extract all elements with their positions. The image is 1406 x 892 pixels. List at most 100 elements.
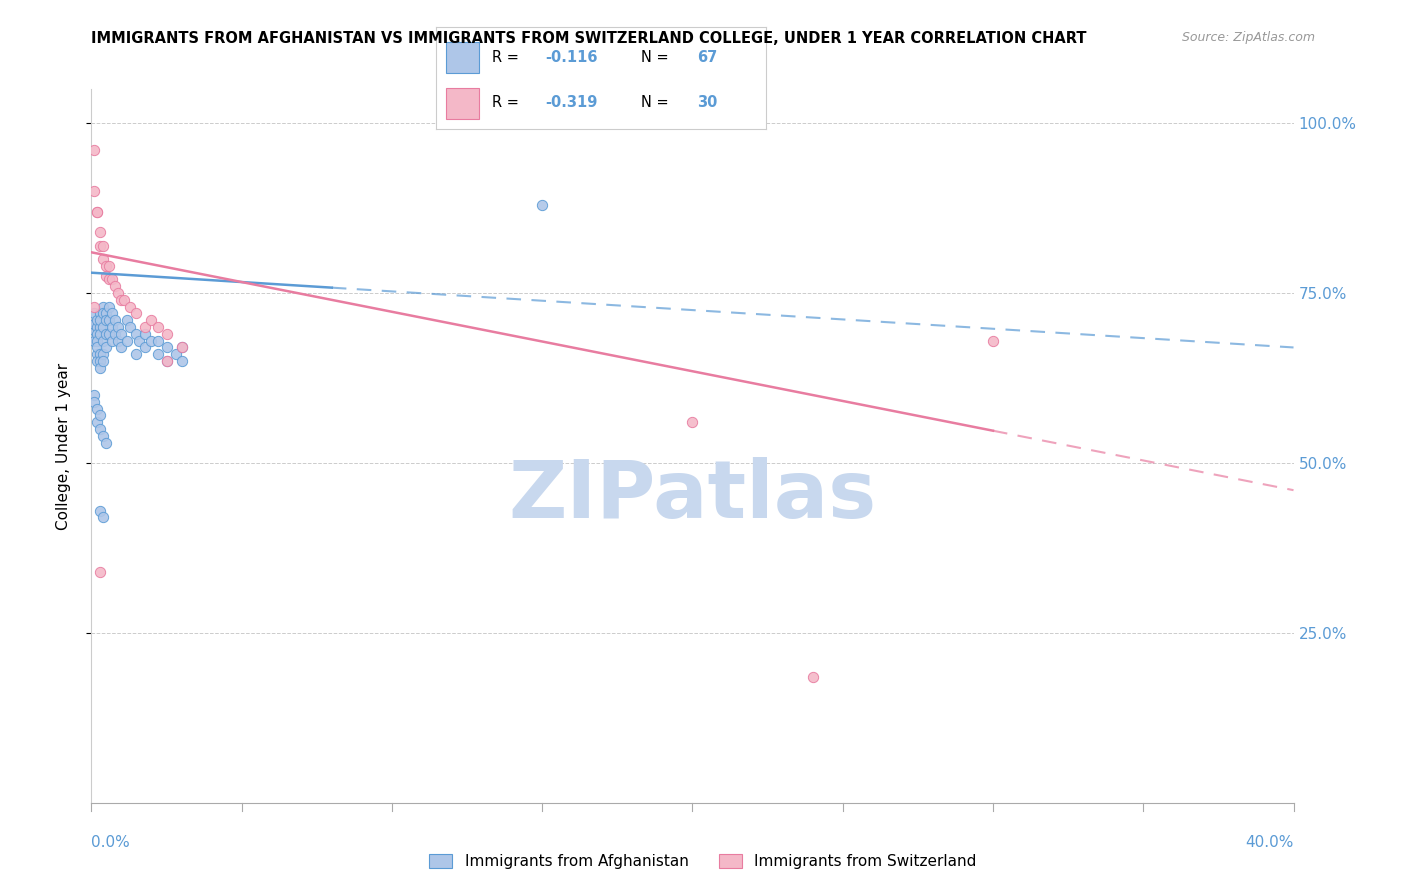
Point [96,313,118,327]
Point [107,286,129,301]
Text: N =: N = [641,50,673,65]
Point [89,306,111,320]
Point [86,415,108,429]
Point [86,326,108,341]
Point [83,184,105,198]
Point [83,306,105,320]
Point [170,354,193,368]
Point [86,320,108,334]
Point [86,204,108,219]
Point [101,334,124,348]
Point [89,313,111,327]
Point [83,394,105,409]
Point [146,320,169,334]
Point [165,347,187,361]
Point [89,347,111,361]
Point [134,341,156,355]
Point [89,320,111,334]
Point [104,279,127,293]
Point [96,326,118,341]
Point [93,238,115,252]
Point [96,435,118,450]
Point [104,313,127,327]
Point [101,306,124,320]
Point [96,269,118,284]
Point [125,326,148,341]
Point [83,388,105,402]
Point [89,503,111,517]
Point [801,670,824,684]
Point [83,300,105,314]
Point [120,320,142,334]
Point [134,320,156,334]
Point [86,334,108,348]
Point [170,341,193,355]
Point [86,341,108,355]
Text: R =: R = [492,95,523,111]
Point [89,360,111,375]
Point [110,326,132,341]
Point [98,313,121,327]
Point [93,252,115,266]
Point [110,341,132,355]
Point [141,334,163,348]
Text: 0.0%: 0.0% [91,836,131,850]
Point [134,326,156,341]
Point [155,326,177,341]
FancyBboxPatch shape [446,42,479,73]
Point [93,306,115,320]
Point [86,401,108,416]
Text: 67: 67 [697,50,717,65]
Point [93,347,115,361]
Point [83,323,105,337]
Text: Source: ZipAtlas.com: Source: ZipAtlas.com [1181,31,1315,45]
Text: R =: R = [492,50,523,65]
Point [681,415,703,429]
Point [89,326,111,341]
Point [96,259,118,273]
Point [93,510,115,524]
Point [110,293,132,307]
Point [93,334,115,348]
Point [98,272,121,286]
Point [101,320,124,334]
Point [155,354,177,368]
Point [107,334,129,348]
Point [89,409,111,423]
Point [93,300,115,314]
Point [89,565,111,579]
Text: IMMIGRANTS FROM AFGHANISTAN VS IMMIGRANTS FROM SWITZERLAND COLLEGE, UNDER 1 YEAR: IMMIGRANTS FROM AFGHANISTAN VS IMMIGRANT… [91,31,1087,46]
Point [981,334,1004,348]
Point [170,341,193,355]
Point [531,198,554,212]
Y-axis label: College, Under 1 year: College, Under 1 year [56,362,70,530]
FancyBboxPatch shape [446,88,479,119]
Point [98,300,121,314]
Legend: Immigrants from Afghanistan, Immigrants from Switzerland: Immigrants from Afghanistan, Immigrants … [423,848,983,875]
Point [107,320,129,334]
Point [155,341,177,355]
Point [89,354,111,368]
Point [86,204,108,219]
Text: N =: N = [641,95,673,111]
Point [89,225,111,239]
Text: -0.319: -0.319 [546,95,598,111]
Point [86,347,108,361]
Point [96,341,118,355]
Point [93,429,115,443]
Point [146,334,169,348]
Point [83,317,105,331]
Point [125,306,148,320]
Point [86,354,108,368]
Point [93,320,115,334]
Point [141,313,163,327]
Point [120,300,142,314]
Point [89,238,111,252]
Point [114,293,136,307]
Point [117,313,139,327]
Point [83,334,105,348]
Text: -0.116: -0.116 [546,50,598,65]
Point [93,354,115,368]
Text: 30: 30 [697,95,717,111]
Point [101,272,124,286]
